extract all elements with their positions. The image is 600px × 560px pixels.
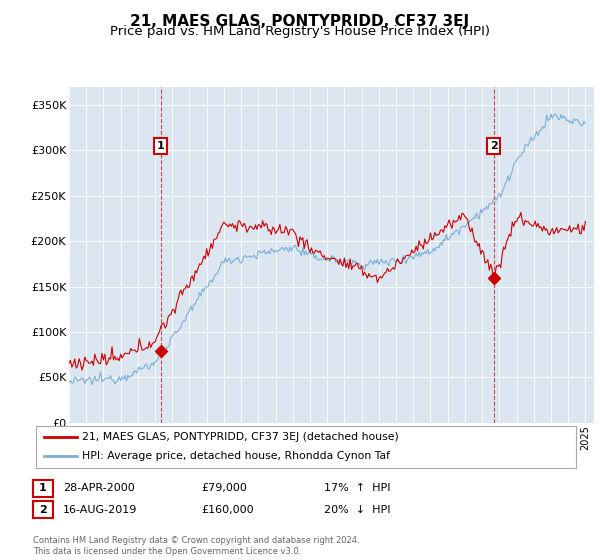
Text: 21, MAES GLAS, PONTYPRIDD, CF37 3EJ (detached house): 21, MAES GLAS, PONTYPRIDD, CF37 3EJ (det… (82, 432, 398, 442)
Text: 1: 1 (39, 483, 47, 493)
Text: 21, MAES GLAS, PONTYPRIDD, CF37 3EJ: 21, MAES GLAS, PONTYPRIDD, CF37 3EJ (130, 14, 470, 29)
Text: £160,000: £160,000 (201, 505, 254, 515)
Text: 1: 1 (157, 141, 164, 151)
Text: 2: 2 (39, 505, 47, 515)
Text: 17%  ↑  HPI: 17% ↑ HPI (324, 483, 391, 493)
Text: 2: 2 (490, 141, 497, 151)
Text: 20%  ↓  HPI: 20% ↓ HPI (324, 505, 391, 515)
Text: 28-APR-2000: 28-APR-2000 (63, 483, 135, 493)
Text: Price paid vs. HM Land Registry's House Price Index (HPI): Price paid vs. HM Land Registry's House … (110, 25, 490, 38)
Text: HPI: Average price, detached house, Rhondda Cynon Taf: HPI: Average price, detached house, Rhon… (82, 451, 390, 461)
Text: Contains HM Land Registry data © Crown copyright and database right 2024.
This d: Contains HM Land Registry data © Crown c… (33, 536, 359, 556)
Text: 16-AUG-2019: 16-AUG-2019 (63, 505, 137, 515)
Text: £79,000: £79,000 (201, 483, 247, 493)
